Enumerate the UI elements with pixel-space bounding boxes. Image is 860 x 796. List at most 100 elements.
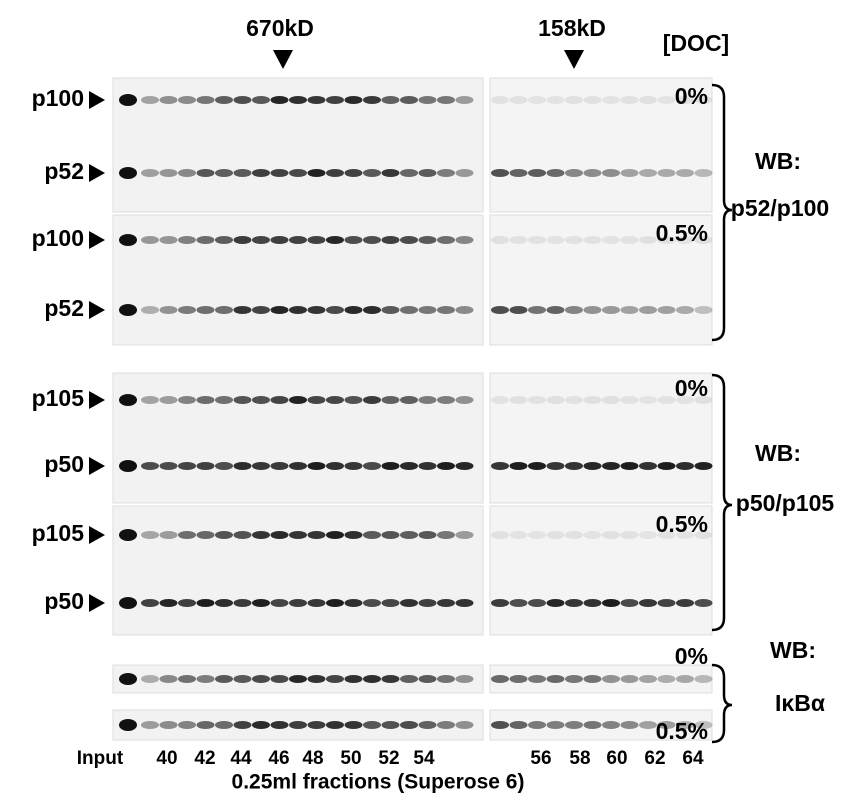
band (141, 721, 159, 729)
band (455, 96, 474, 104)
blot-left (112, 505, 484, 636)
band (546, 531, 565, 539)
band (620, 531, 639, 539)
band (509, 721, 528, 729)
band (252, 531, 270, 539)
band (363, 169, 381, 177)
band (694, 531, 713, 539)
band (252, 675, 270, 683)
lane-label: 50 (340, 748, 361, 769)
band (694, 169, 713, 177)
band (602, 396, 620, 404)
band (326, 675, 344, 683)
band (437, 462, 455, 470)
band (694, 96, 713, 104)
band (233, 169, 252, 177)
x-axis-label: 0.25ml fractions (Superose 6) (232, 771, 525, 794)
band (119, 167, 137, 179)
band (639, 599, 657, 607)
blot-right (489, 372, 713, 504)
lane-label: 48 (302, 748, 323, 769)
band (363, 599, 381, 607)
band (196, 169, 215, 177)
band (178, 462, 196, 470)
band (455, 675, 474, 683)
band (178, 306, 196, 314)
band (657, 462, 676, 470)
band (491, 675, 509, 683)
band (141, 169, 159, 177)
band (307, 96, 326, 104)
doc-label: 0% (675, 375, 708, 401)
band (602, 599, 620, 607)
band (491, 236, 509, 244)
band (252, 721, 270, 729)
band (565, 396, 583, 404)
band (639, 531, 657, 539)
band (602, 531, 620, 539)
band (657, 96, 676, 104)
wb-label: WB: (755, 440, 801, 466)
band-label: p105 (32, 385, 85, 411)
band (381, 396, 400, 404)
band (344, 721, 363, 729)
band (694, 599, 713, 607)
band (363, 462, 381, 470)
band (546, 721, 565, 729)
blot-right (489, 214, 713, 346)
band-arrow (89, 391, 105, 409)
band (657, 306, 676, 314)
band (657, 599, 676, 607)
band-label: p52 (44, 295, 84, 321)
band (418, 599, 437, 607)
band (437, 306, 455, 314)
band (141, 96, 159, 104)
band-arrow (89, 231, 105, 249)
band (694, 675, 713, 683)
band (602, 721, 620, 729)
band (344, 675, 363, 683)
band (528, 675, 546, 683)
band-arrow (89, 457, 105, 475)
lane-label: Input (77, 748, 124, 769)
band (119, 304, 137, 316)
band (233, 236, 252, 244)
blot-left (112, 372, 484, 504)
band (620, 599, 639, 607)
band (418, 462, 437, 470)
band (546, 306, 565, 314)
band (196, 236, 215, 244)
lane-label: 40 (156, 748, 177, 769)
band (196, 599, 215, 607)
band (215, 531, 233, 539)
band-arrow (89, 526, 105, 544)
band (178, 599, 196, 607)
band (400, 236, 418, 244)
band (694, 721, 713, 729)
band (344, 96, 363, 104)
band-label: p50 (44, 451, 84, 477)
band (196, 675, 215, 683)
band (491, 96, 509, 104)
band (437, 599, 455, 607)
band (583, 599, 602, 607)
doc-label: 0.5% (656, 220, 708, 246)
band (418, 96, 437, 104)
band (657, 169, 676, 177)
band (455, 396, 474, 404)
band (509, 531, 528, 539)
band (233, 306, 252, 314)
band (491, 531, 509, 539)
band (528, 236, 546, 244)
band (119, 673, 137, 685)
marker-label: 158kD (538, 15, 606, 41)
band (233, 531, 252, 539)
band (252, 236, 270, 244)
band (307, 306, 326, 314)
band (620, 675, 639, 683)
band (639, 721, 657, 729)
band (455, 531, 474, 539)
band (289, 531, 307, 539)
band (196, 462, 215, 470)
band (546, 675, 565, 683)
